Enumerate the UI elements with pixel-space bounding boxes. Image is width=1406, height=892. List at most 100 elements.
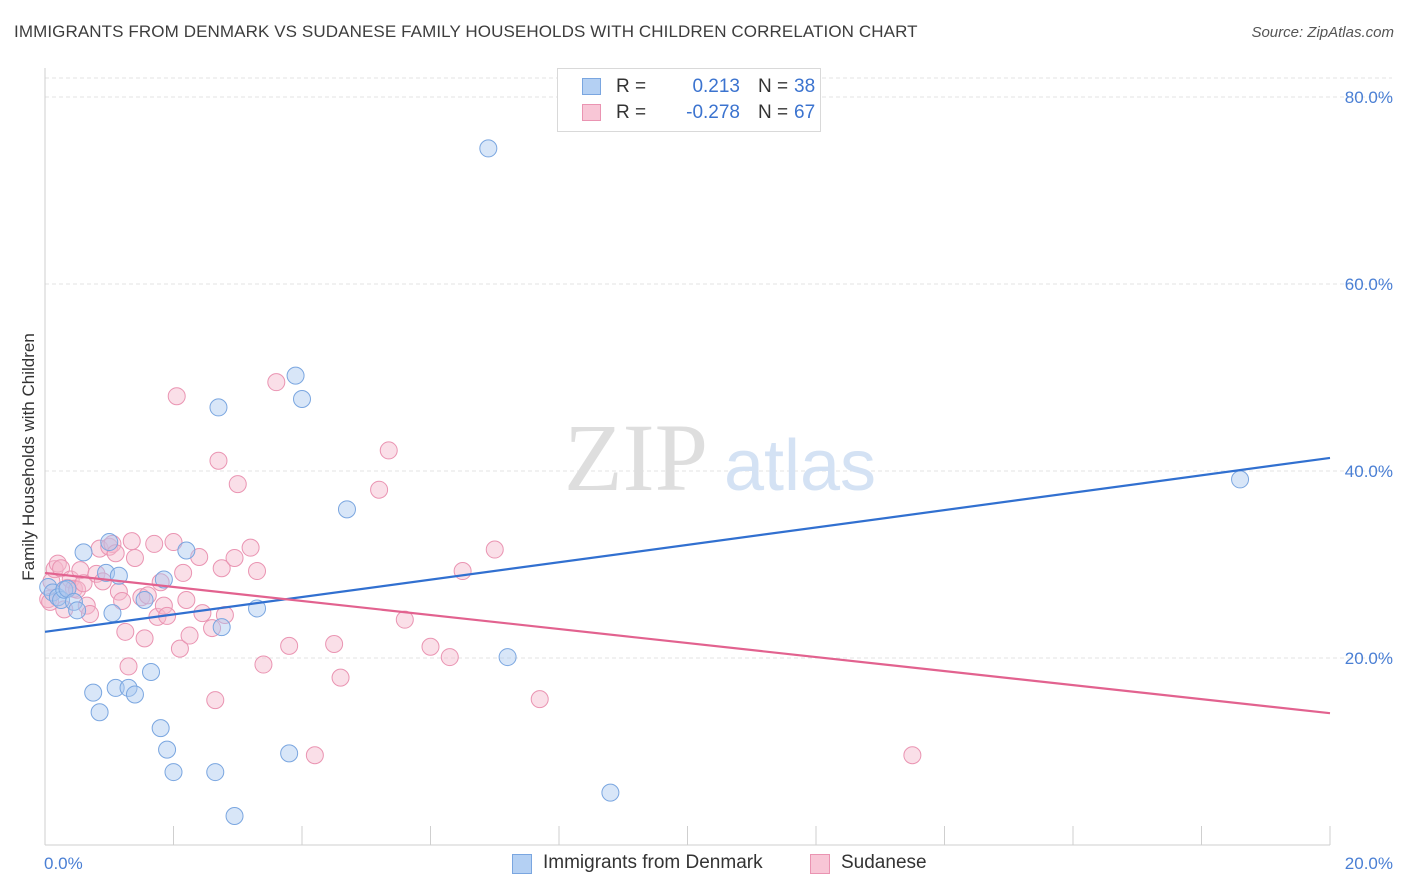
data-point <box>119 657 138 676</box>
data-point <box>212 618 231 637</box>
data-point <box>479 139 498 158</box>
data-point <box>212 559 231 578</box>
data-point <box>84 683 103 702</box>
data-point <box>106 678 125 697</box>
data-point <box>125 685 144 704</box>
data-point <box>225 548 244 567</box>
watermark-atlas: atlas <box>724 426 876 506</box>
data-point <box>267 373 286 392</box>
data-point <box>135 629 154 648</box>
correlation-legend: R = 0.213 N = 38 R = -0.278 N = 67 <box>557 68 821 132</box>
trend-lines <box>44 456 1331 715</box>
data-point <box>379 441 398 460</box>
bottom-legend-label-sudanese: Sudanese <box>841 852 927 873</box>
bottom-legend-swatch-sudanese <box>810 854 830 874</box>
series-denmark-points <box>39 139 1250 826</box>
data-point <box>331 668 350 687</box>
data-point <box>440 648 459 667</box>
data-point <box>337 500 356 519</box>
data-point <box>164 763 183 782</box>
data-point <box>116 622 135 641</box>
y-tick-label: 60.0% <box>1345 275 1393 294</box>
legend-r-label: R = <box>616 102 647 123</box>
y-tick-label: 40.0% <box>1345 462 1393 481</box>
data-point <box>142 663 161 682</box>
data-point <box>164 533 183 552</box>
data-point <box>530 690 549 709</box>
data-point <box>154 570 173 589</box>
data-point <box>286 366 305 385</box>
data-point <box>370 480 389 499</box>
data-point <box>100 537 119 556</box>
data-point <box>601 783 620 802</box>
data-point <box>421 637 440 656</box>
data-point <box>254 655 273 674</box>
data-point <box>280 636 299 655</box>
data-point <box>485 540 504 559</box>
chart-title: IMMIGRANTS FROM DENMARK VS SUDANESE FAMI… <box>14 22 918 41</box>
y-tick-label: 80.0% <box>1345 88 1393 107</box>
data-point <box>225 807 244 826</box>
data-point <box>498 648 517 667</box>
data-point <box>203 619 222 638</box>
data-point <box>180 626 199 645</box>
data-point <box>209 451 228 470</box>
data-point <box>122 532 141 551</box>
data-point <box>106 544 125 563</box>
data-point <box>174 563 193 582</box>
x-tick-labels: 0.0% 20.0% <box>44 854 1393 873</box>
data-point <box>103 604 122 623</box>
data-point <box>154 596 173 615</box>
data-point <box>206 763 225 782</box>
data-point <box>228 475 247 494</box>
data-point <box>68 601 87 620</box>
data-point <box>109 582 128 601</box>
data-point <box>177 541 196 560</box>
legend-r-value: -0.278 <box>686 102 740 123</box>
x-tick-label: 20.0% <box>1345 854 1393 873</box>
trend-line-denmark <box>44 456 1331 633</box>
legend-swatch-sudanese <box>582 104 601 121</box>
data-point <box>170 639 189 658</box>
axes <box>44 68 1331 846</box>
data-point <box>90 703 109 722</box>
legend-swatch-denmark <box>582 78 601 95</box>
data-point <box>125 548 144 567</box>
data-point <box>248 562 267 581</box>
source-label: Source: ZipAtlas.com <box>1251 24 1394 41</box>
data-point <box>132 588 151 607</box>
data-point <box>903 746 922 765</box>
data-point <box>135 591 154 610</box>
data-point <box>167 387 186 406</box>
data-point <box>100 533 119 552</box>
data-point <box>305 746 324 765</box>
x-tick-label: 0.0% <box>44 854 83 873</box>
legend-r-label: R = <box>616 76 647 97</box>
watermark-zip: ZIP <box>564 404 708 511</box>
legend-n-label: N = <box>758 76 789 97</box>
data-point <box>325 634 344 653</box>
data-point <box>177 591 196 610</box>
data-point <box>58 579 77 598</box>
data-point <box>74 543 93 562</box>
data-point <box>293 390 311 409</box>
legend-n-label: N = <box>758 102 789 123</box>
y-tick-labels: 20.0% 40.0% 60.0% 80.0% <box>1345 88 1393 668</box>
data-point <box>151 719 170 738</box>
legend-n-value: 67 <box>794 102 816 123</box>
data-point <box>241 538 260 557</box>
data-point <box>158 740 177 759</box>
trend-line-sudanese <box>44 571 1331 715</box>
data-point <box>74 574 93 593</box>
bottom-legend-swatch-denmark <box>512 854 532 874</box>
data-point <box>209 398 228 417</box>
data-point <box>103 534 122 553</box>
data-point <box>145 534 164 553</box>
bottom-legend-label-denmark: Immigrants from Denmark <box>543 852 763 873</box>
data-point <box>68 580 87 599</box>
data-point <box>1231 470 1250 489</box>
data-point <box>193 604 212 623</box>
legend-n-value: 38 <box>794 76 816 97</box>
y-axis-label: Family Households with Children <box>19 333 38 581</box>
